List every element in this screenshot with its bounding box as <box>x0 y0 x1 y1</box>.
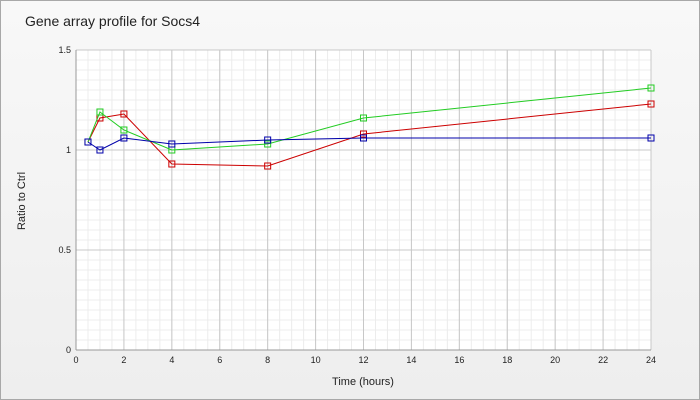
series-line-1 <box>87 103 652 167</box>
series-1-point <box>168 160 176 168</box>
x-tick-label: 14 <box>406 355 416 365</box>
y-tick-label: 0 <box>66 345 71 355</box>
series-3-point <box>84 138 92 146</box>
major-grid <box>75 49 652 351</box>
x-tick-label: 16 <box>454 355 464 365</box>
x-tick-label: 6 <box>217 355 222 365</box>
series-3-point <box>168 140 176 148</box>
series-3-point <box>647 134 655 142</box>
series-1-point <box>120 110 128 118</box>
x-tick-label: 20 <box>550 355 560 365</box>
y-tick-label: 1 <box>66 145 71 155</box>
y-tick-label: 0.5 <box>58 245 71 255</box>
series-2-point <box>264 140 272 148</box>
series-2-point <box>96 108 104 116</box>
series-line-2 <box>87 87 652 151</box>
series-2-point <box>120 126 128 134</box>
x-tick-label: 22 <box>598 355 608 365</box>
chart-title: Gene array profile for Socs4 <box>25 13 201 29</box>
y-tick-label: 1.5 <box>58 45 71 55</box>
x-tick-label: 24 <box>646 355 656 365</box>
x-tick-label: 0 <box>73 355 78 365</box>
series-1-point <box>264 162 272 170</box>
series-3-point <box>360 134 367 142</box>
x-tick-label: 2 <box>121 355 126 365</box>
series-3-point <box>96 146 104 154</box>
x-tick-label: 8 <box>265 355 270 365</box>
x-tick-label: 4 <box>169 355 174 365</box>
series-line-3 <box>87 137 651 151</box>
series-3-point <box>264 136 272 144</box>
series-2-point <box>360 114 367 122</box>
series-3-point <box>120 134 128 142</box>
x-tick-label: 12 <box>358 355 368 365</box>
series-layer <box>84 84 655 170</box>
series-1-point <box>647 100 655 108</box>
x-tick-label: 18 <box>502 355 512 365</box>
y-axis-label: Ratio to Ctrl <box>16 172 28 230</box>
x-tick-label: 10 <box>311 355 321 365</box>
series-2-point <box>647 84 655 92</box>
x-axis-label: Time (hours) <box>332 376 394 388</box>
series-1-point <box>360 130 367 138</box>
